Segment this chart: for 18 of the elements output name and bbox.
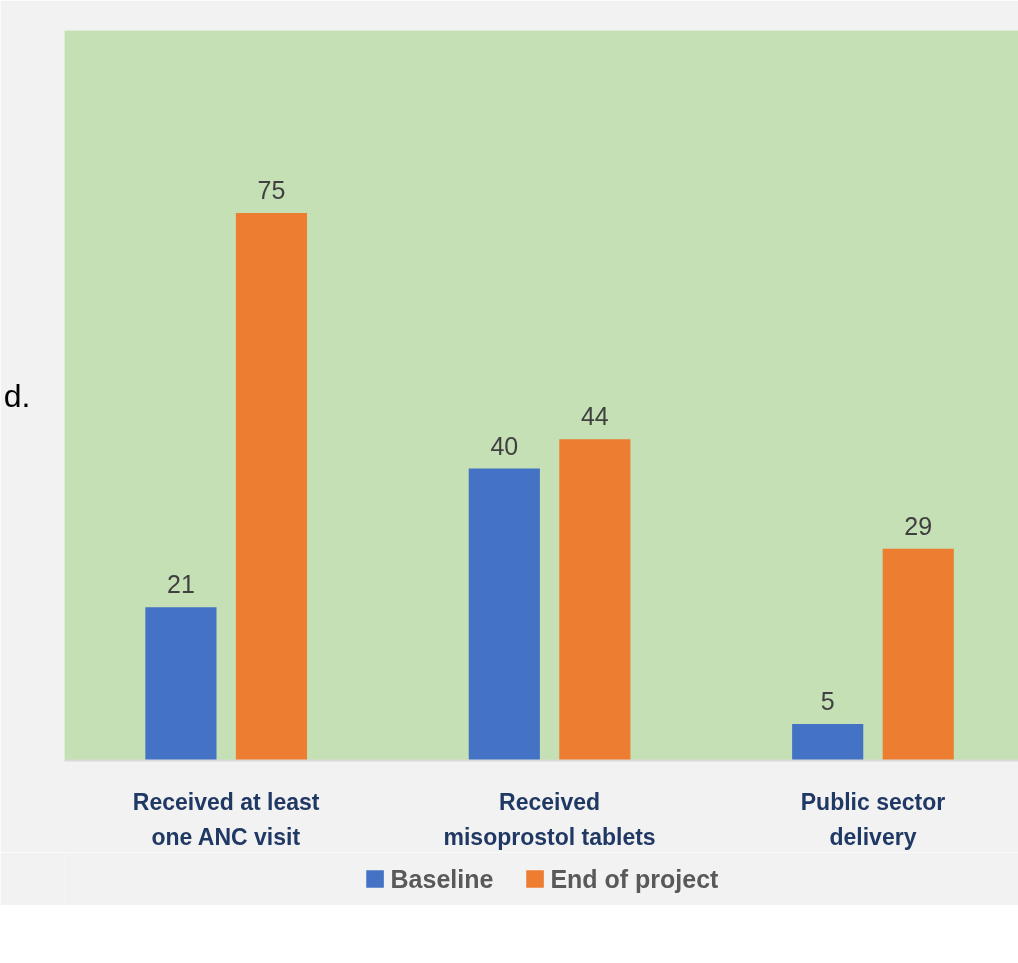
- legend-label: Baseline: [390, 864, 494, 893]
- bar: [468, 468, 540, 761]
- data-label: 75: [257, 176, 286, 204]
- data-label: 5: [820, 687, 835, 715]
- data-label: 40: [490, 431, 519, 460]
- data-label: 21: [167, 570, 195, 599]
- bar: [792, 724, 864, 761]
- bar: [559, 439, 631, 761]
- text: d.: [3, 377, 31, 414]
- x-tick-label: Public sector delivery: [800, 788, 946, 850]
- bar: [145, 607, 217, 761]
- data-label: 29: [904, 511, 933, 540]
- bar: [882, 548, 954, 761]
- x-tick-label: Received misoprostol tablets: [443, 788, 656, 850]
- bar: [235, 213, 308, 761]
- legend-label: End of project: [550, 864, 719, 893]
- x-tick-label: Received at least one ANC visit: [132, 788, 320, 850]
- data-label: 44: [580, 402, 609, 431]
